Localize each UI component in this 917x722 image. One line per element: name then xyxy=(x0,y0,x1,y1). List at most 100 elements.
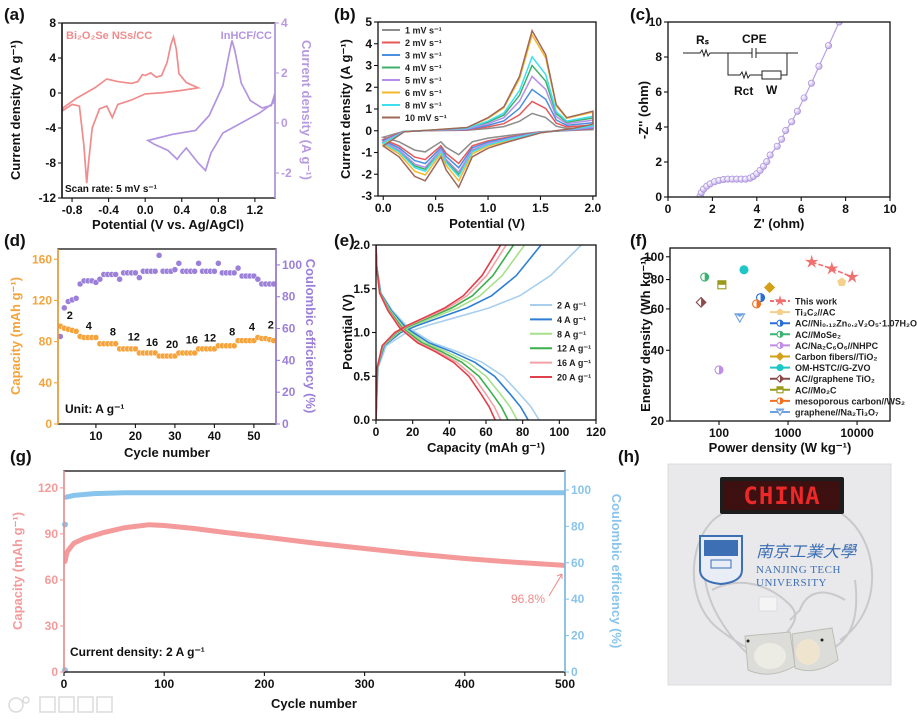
y-tick-label: 80 xyxy=(39,335,53,349)
legend-label: 5 mV s⁻¹ xyxy=(405,76,442,86)
data-point xyxy=(58,333,64,340)
data-point xyxy=(151,268,159,275)
marker-fill xyxy=(756,299,761,308)
x-axis-title: Z' (ohm) xyxy=(754,216,805,231)
x-tick-label: 10000 xyxy=(840,426,874,440)
series-label: InHCF/CC xyxy=(221,30,272,42)
data-point xyxy=(72,295,80,302)
data-point xyxy=(807,79,815,87)
legend-label: 16 A g⁻¹ xyxy=(557,358,591,368)
data-point xyxy=(211,268,218,275)
terminal xyxy=(746,639,750,643)
legend-label: 6 mV s⁻¹ xyxy=(405,88,442,98)
data-point xyxy=(774,295,786,306)
legend-label: 20 A g⁻¹ xyxy=(557,373,591,383)
y2-tick-label: 0 xyxy=(282,417,289,431)
plot-area xyxy=(380,28,594,189)
data-point xyxy=(136,274,143,281)
equivalent-circuit-inset: Rₛ CPE Rct W xyxy=(683,32,798,98)
y-tick-label: -8 xyxy=(45,156,56,170)
x-tick-label: -0.8 xyxy=(62,203,83,217)
legend-label: 12 A g⁻¹ xyxy=(557,344,591,354)
x-tick-label: 0 xyxy=(61,677,68,691)
cv-curve xyxy=(381,28,594,189)
cv-curve xyxy=(381,55,594,178)
data-point xyxy=(778,135,786,143)
x-tick-label: 40 xyxy=(443,425,457,439)
charge-curve xyxy=(376,245,582,420)
watermark-glyph xyxy=(96,696,113,713)
paper-tag xyxy=(758,596,778,612)
y-axis-title: Potential (V) xyxy=(340,294,355,370)
data-point xyxy=(793,107,801,115)
rate-label: 16 xyxy=(146,337,158,349)
plot-area xyxy=(695,254,860,375)
data-point xyxy=(270,337,276,344)
x-axis-title: Power density (W kg⁻¹) xyxy=(709,440,852,455)
x-tick-label: 300 xyxy=(355,677,375,691)
y2-tick-label: 0 xyxy=(571,665,578,679)
rate-label: 12 xyxy=(204,333,216,345)
y-tick-label: 5 xyxy=(365,15,372,29)
marker-fill xyxy=(734,313,745,317)
y-tick-label: -4 xyxy=(45,121,56,135)
y-tick-label: 160 xyxy=(32,252,52,266)
data-point xyxy=(254,275,262,283)
x-tick-label: 200 xyxy=(254,677,274,691)
panel-c: Rₛ CPE Rct W 0 2 4 6 8 10 0 2 4 6 8 10 Z' (ohm) -Z'' (ohm… xyxy=(630,5,897,231)
x-tick-label: -0.4 xyxy=(98,203,119,217)
data-point xyxy=(800,94,808,102)
x-tick-label: 500 xyxy=(555,677,575,691)
x-tick-label: 100 xyxy=(709,426,729,440)
plot-frame xyxy=(61,22,276,199)
rate-label: 8 xyxy=(110,326,116,338)
legend-label: AC//Ni₀.₁₂Zn₀.₂V₂O₅·1.07H₂O xyxy=(795,319,917,329)
y-tick-label: -1 xyxy=(361,146,372,160)
y-tick-label: 0 xyxy=(655,190,662,204)
y2-tick-label: 100 xyxy=(571,483,591,497)
y-tick-label: 0 xyxy=(45,417,52,431)
rate-label: 4 xyxy=(249,321,256,333)
x-tick-label: 0.4 xyxy=(173,203,190,217)
ce-curve xyxy=(64,490,565,500)
warburg-element xyxy=(761,70,782,80)
data-point xyxy=(116,275,123,283)
cv-curve xyxy=(381,88,594,169)
y-tick-label: 4 xyxy=(365,37,372,51)
cell-disc xyxy=(796,639,820,665)
y-tick-label: 0.5 xyxy=(353,369,370,383)
legend-label: AC//MoSe₂ xyxy=(795,330,841,340)
rate-label: 16 xyxy=(186,335,198,347)
y-tick-label: -12 xyxy=(39,191,57,205)
x-axis-title: Cycle number xyxy=(124,445,210,460)
data-point xyxy=(112,271,119,278)
y-tick-label: 90 xyxy=(45,527,59,541)
legend-label: 2 mV s⁻¹ xyxy=(405,38,442,48)
university-name-cn: 南京工業大學 xyxy=(756,542,858,561)
y-tick-label: 100 xyxy=(644,250,664,264)
plot-frame xyxy=(667,21,891,198)
x-tick-label: 100 xyxy=(154,677,174,691)
led-text: CHINA xyxy=(743,482,820,510)
panel-a: Bi₂O₂Se NSs/CC InHCF/CC Scan rate: 5 mV s⁻… xyxy=(4,5,314,232)
legend: 1 mV s⁻¹ 2 mV s⁻¹ 3 mV s⁻¹ 4 mV s⁻¹ 5 mV s⁻¹… xyxy=(382,26,447,123)
data-point xyxy=(175,260,183,267)
legend-label: This work xyxy=(795,297,838,307)
wires xyxy=(692,513,874,661)
panel-label: (g) xyxy=(10,447,32,466)
y2-axis-title: Coulombic efficiency (%) xyxy=(303,259,318,414)
y-tick-label: 0 xyxy=(365,124,372,138)
y2-tick-label: 100 xyxy=(282,258,302,272)
y-tick-label: 2 xyxy=(655,155,662,169)
data-point xyxy=(775,352,785,361)
cv-curve xyxy=(145,40,275,173)
circuit-wires xyxy=(683,48,798,80)
legend-label: 10 mV s⁻¹ xyxy=(405,113,447,123)
data-point xyxy=(776,308,784,316)
y-tick-label: 120 xyxy=(38,481,58,495)
data-point xyxy=(739,265,749,275)
rate-label: 12 xyxy=(128,332,140,344)
